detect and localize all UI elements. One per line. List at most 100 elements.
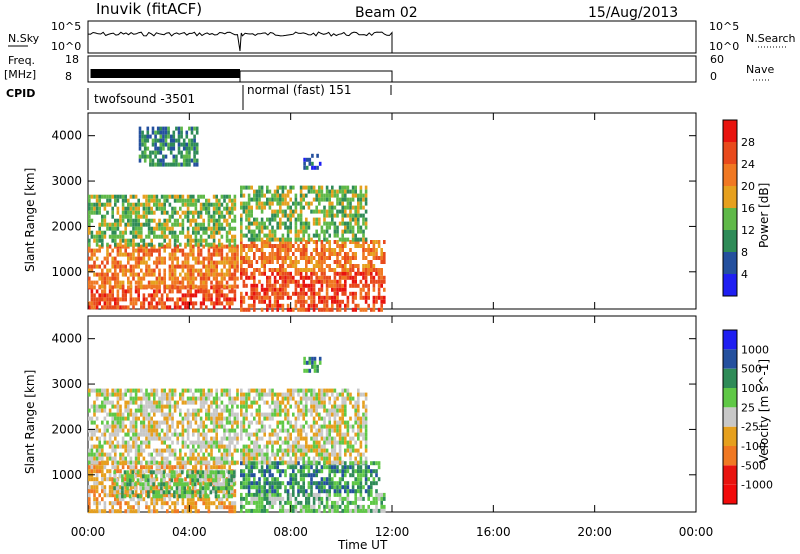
y-tick-label: 1000 xyxy=(51,265,82,279)
heatmap-cell xyxy=(194,256,198,261)
heatmap-cell xyxy=(258,444,261,449)
heatmap-cell xyxy=(271,504,274,509)
heatmap-cell xyxy=(193,150,196,155)
heatmap-cell xyxy=(297,461,300,466)
heatmap-cell xyxy=(325,432,329,437)
heatmap-cell xyxy=(158,485,161,490)
heatmap-cell xyxy=(268,436,272,441)
heatmap-cell xyxy=(320,299,324,304)
heatmap-cell xyxy=(150,268,153,273)
heatmap-cell xyxy=(215,396,218,401)
heatmap-cell xyxy=(305,221,308,226)
heatmap-cell xyxy=(344,189,347,194)
heatmap-cell xyxy=(305,440,308,445)
heatmap-cell xyxy=(199,248,203,253)
heatmap-cell xyxy=(320,388,324,393)
heatmap-cell xyxy=(137,222,140,227)
heatmap-cell xyxy=(305,248,308,252)
heatmap-cell xyxy=(140,497,143,502)
heatmap-cell xyxy=(171,252,174,257)
heatmap-cell xyxy=(193,482,197,487)
heatmap-cell xyxy=(357,193,360,198)
heatmap-cell xyxy=(194,210,198,215)
heatmap-cell xyxy=(242,485,246,490)
heatmap-cell xyxy=(240,244,243,248)
heatmap-cell xyxy=(333,420,337,425)
heatmap-cell xyxy=(333,473,337,478)
heatmap-cell xyxy=(354,279,357,284)
heatmap-cell xyxy=(375,469,378,474)
station-title: Inuvik (fitACF) xyxy=(96,0,202,18)
heatmap-cell xyxy=(271,465,274,470)
heatmap-cell xyxy=(276,440,279,445)
heatmap-cell xyxy=(223,214,226,219)
heatmap-cell xyxy=(255,456,259,461)
heatmap-cell xyxy=(242,444,246,449)
heatmap-cell xyxy=(212,226,216,231)
heatmap-cell xyxy=(218,214,221,219)
heatmap-cell xyxy=(95,297,99,302)
heatmap-cell xyxy=(210,420,213,425)
heatmap-cell xyxy=(95,497,99,502)
heatmap-cell xyxy=(336,303,339,308)
heatmap-cell xyxy=(245,500,248,505)
heatmap-cell xyxy=(111,297,114,302)
heatmap-cell xyxy=(218,226,221,231)
heatmap-cell xyxy=(307,189,311,194)
heatmap-cell xyxy=(150,404,153,409)
heatmap-cell xyxy=(286,400,290,405)
heatmap-cell xyxy=(292,244,295,248)
heatmap-cell xyxy=(315,432,318,437)
heatmap-cell xyxy=(214,494,218,499)
heatmap-cell xyxy=(197,248,200,253)
heatmap-cell xyxy=(331,299,334,304)
heatmap-cell xyxy=(95,456,99,461)
heatmap-cell xyxy=(302,233,305,238)
heatmap-cell xyxy=(106,456,109,461)
heatmap-cell xyxy=(116,226,120,231)
heatmap-cell xyxy=(266,201,269,206)
heatmap-cell xyxy=(271,291,274,296)
heatmap-cell xyxy=(299,209,303,214)
heatmap-cell xyxy=(192,465,195,470)
heatmap-cell xyxy=(95,408,99,413)
heatmap-cell xyxy=(232,478,236,483)
heatmap-cell xyxy=(253,256,256,260)
heatmap-cell xyxy=(195,158,199,163)
heatmap-cell xyxy=(331,481,334,486)
heatmap-cell xyxy=(367,485,370,490)
heatmap-cell xyxy=(119,248,122,253)
heatmap-cell xyxy=(323,209,326,214)
heatmap-cell xyxy=(205,460,208,465)
heatmap-cell xyxy=(370,252,373,256)
heatmap-cell xyxy=(312,396,316,401)
heatmap-cell xyxy=(153,436,156,441)
heatmap-cell xyxy=(119,260,122,265)
heatmap-cell xyxy=(155,226,159,231)
heatmap-cell xyxy=(383,492,386,497)
heatmap-cell xyxy=(250,400,253,405)
heatmap-cell xyxy=(114,388,117,393)
heatmap-cell xyxy=(364,271,368,276)
heatmap-cell xyxy=(370,469,373,474)
heatmap-cell xyxy=(375,295,378,300)
heatmap-cell xyxy=(179,264,182,269)
heatmap-cell xyxy=(377,492,381,497)
heatmap-cell xyxy=(240,388,243,393)
heatmap-cell xyxy=(119,392,122,397)
heatmap-cell xyxy=(260,465,264,470)
heatmap-cell xyxy=(263,477,266,482)
heatmap-cell xyxy=(273,291,277,296)
heatmap-cell xyxy=(325,193,329,198)
heatmap-cell xyxy=(271,461,274,466)
cpid-segment-1: twofsound -3501 xyxy=(94,92,195,106)
heatmap-cell xyxy=(255,217,259,222)
heatmap-cell xyxy=(149,158,152,163)
heatmap-cell xyxy=(111,456,114,461)
heatmap-cell xyxy=(258,256,261,260)
heatmap-cell xyxy=(124,440,127,445)
heatmap-cell xyxy=(202,477,205,482)
heatmap-cell xyxy=(276,271,279,276)
heatmap-cell xyxy=(212,470,215,475)
heatmap-cell xyxy=(279,221,282,226)
